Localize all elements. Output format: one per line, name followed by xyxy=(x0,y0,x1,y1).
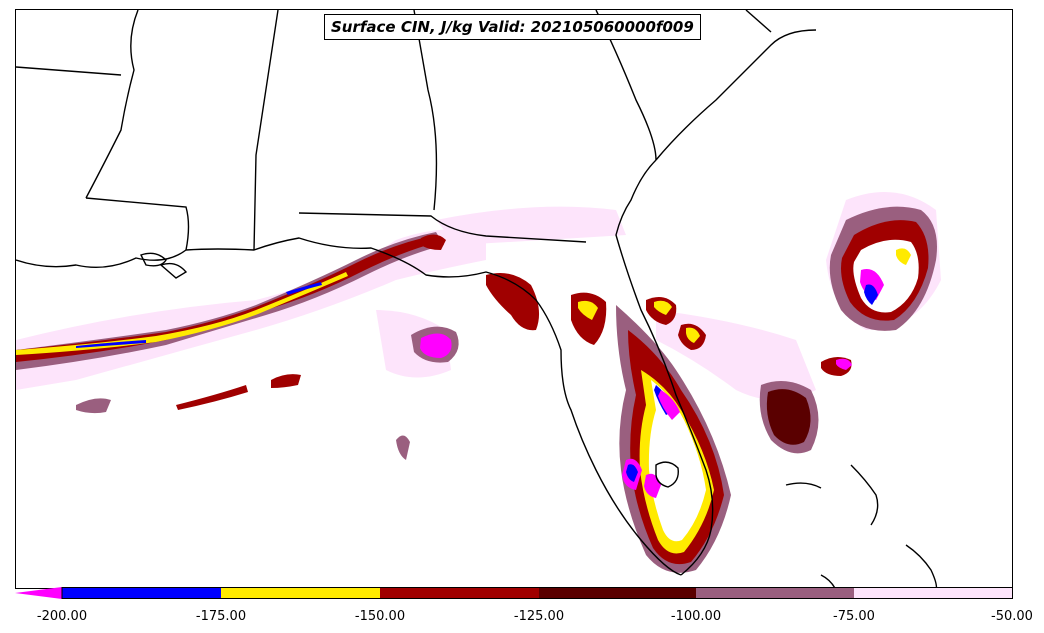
cin-pan-1 xyxy=(486,272,540,331)
cin-fl-blue2 xyxy=(626,464,638,482)
cin-efl-3 xyxy=(571,292,607,345)
colorbar-bin-blue xyxy=(62,587,221,599)
border-ms-river xyxy=(85,10,139,199)
colorbar-tick-0: -200.00 xyxy=(36,609,88,624)
colorbar-outline xyxy=(61,587,1013,599)
colorbar-bin-darkred xyxy=(380,587,539,599)
cin-pan-2 xyxy=(421,234,446,250)
colorbar-bin-maroon xyxy=(539,587,696,599)
cin-efl-3-yel xyxy=(578,300,598,320)
map-title: Surface CIN, J/kg Valid: 202105060000f00… xyxy=(324,14,701,40)
bahamas-andros xyxy=(785,482,822,489)
cin-band-blue-gulf2 xyxy=(286,282,322,295)
cin-atl-small-mag xyxy=(836,358,852,370)
cin-efl-1-yel xyxy=(654,300,672,315)
border-la-ms xyxy=(85,197,190,251)
colorbar-tick-2: -150.00 xyxy=(354,609,406,624)
colorbar-bin-mauve xyxy=(696,587,854,599)
colorbar-extend-arrow xyxy=(15,587,62,599)
colorbar-tick-6: -50.00 xyxy=(991,609,1033,624)
atlantic-coastline xyxy=(655,29,817,161)
colorbar-tick-3: -125.00 xyxy=(513,609,565,624)
cin-ne-yellow xyxy=(896,248,911,265)
bahamas-eleuthera xyxy=(905,544,938,588)
cin-band-blue-gulf xyxy=(76,340,146,348)
cin-ne-blue xyxy=(864,284,878,305)
cin-shading xyxy=(16,192,941,573)
colorbar-tick-4: -100.00 xyxy=(670,609,722,624)
border-sc-nc xyxy=(745,10,772,33)
cin-blob-gulf-magenta xyxy=(420,333,452,358)
map-outlines xyxy=(16,10,938,588)
cin-atl-dark xyxy=(766,389,811,445)
colorbar-tick-1: -175.00 xyxy=(195,609,247,624)
colorbar-bin-yellow xyxy=(221,587,380,599)
colorbar-tick-5: -75.00 xyxy=(833,609,875,624)
la-bay-2 xyxy=(159,262,188,279)
border-fl-al xyxy=(298,212,587,243)
colorbar-bin-pink xyxy=(854,587,1012,599)
gulf-coastline xyxy=(16,237,682,576)
florida-east-coastline xyxy=(615,159,714,576)
colorbar xyxy=(15,587,1013,599)
cin-efl-2-yel xyxy=(686,327,700,343)
la-bay-1 xyxy=(140,252,167,267)
map-panel xyxy=(15,9,1013,589)
cin-streak-1 xyxy=(176,385,248,410)
bahamas-abaco xyxy=(850,464,879,526)
bahamas-andros2 xyxy=(820,574,836,588)
cin-streak-4 xyxy=(396,435,410,460)
cin-streak-2 xyxy=(271,374,301,388)
border-ar-ms xyxy=(16,66,122,76)
cin-fl-magenta1 xyxy=(658,390,680,420)
lake-okeechobee xyxy=(655,461,679,488)
border-al-ga xyxy=(413,10,438,211)
cin-streak-3 xyxy=(76,398,111,414)
cin-fl-white xyxy=(648,380,706,542)
map-canvas xyxy=(16,10,941,588)
border-ms-al xyxy=(253,10,279,251)
